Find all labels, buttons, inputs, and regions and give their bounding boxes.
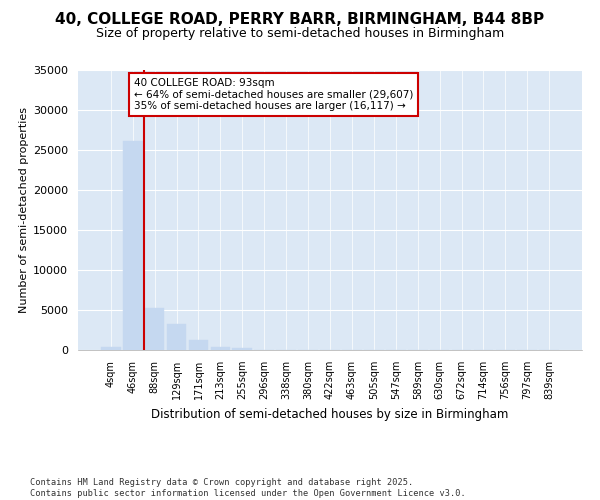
Bar: [145, 308, 164, 350]
Bar: [188, 340, 208, 350]
Text: 40 COLLEGE ROAD: 93sqm
← 64% of semi-detached houses are smaller (29,607)
35% of: 40 COLLEGE ROAD: 93sqm ← 64% of semi-det…: [134, 78, 413, 111]
Bar: [211, 347, 230, 350]
Y-axis label: Number of semi-detached properties: Number of semi-detached properties: [19, 107, 29, 313]
Text: Contains HM Land Registry data © Crown copyright and database right 2025.
Contai: Contains HM Land Registry data © Crown c…: [30, 478, 466, 498]
Bar: [101, 347, 121, 350]
Bar: [232, 348, 252, 350]
Bar: [123, 141, 143, 350]
X-axis label: Distribution of semi-detached houses by size in Birmingham: Distribution of semi-detached houses by …: [151, 408, 509, 420]
Text: Size of property relative to semi-detached houses in Birmingham: Size of property relative to semi-detach…: [96, 28, 504, 40]
Bar: [167, 324, 187, 350]
Text: 40, COLLEGE ROAD, PERRY BARR, BIRMINGHAM, B44 8BP: 40, COLLEGE ROAD, PERRY BARR, BIRMINGHAM…: [55, 12, 545, 28]
